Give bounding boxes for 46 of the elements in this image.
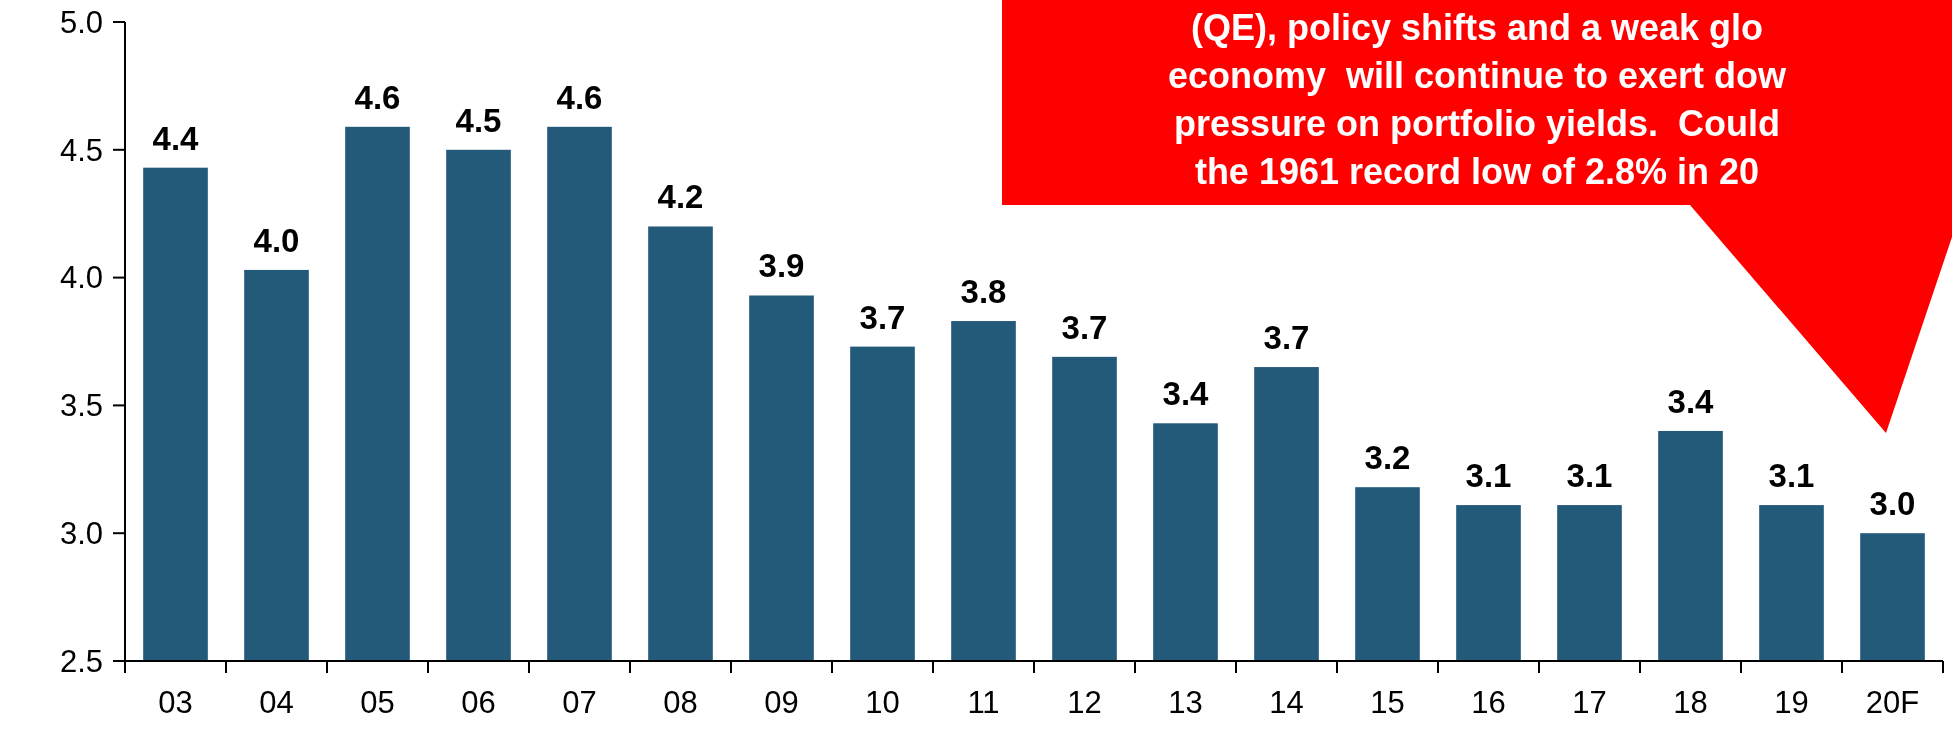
y-tick-label: 3.0	[59, 516, 103, 552]
data-label: 3.8	[960, 273, 1007, 311]
x-tick-label: 13	[1168, 685, 1203, 720]
data-label: 4.4	[152, 119, 200, 157]
data-label: 3.0	[1869, 485, 1916, 523]
x-tick-label: 04	[259, 685, 294, 720]
data-label: 3.7	[859, 298, 906, 336]
annotation: economy will continue to exert dow	[1167, 55, 1788, 96]
x-tick-label: 12	[1067, 685, 1102, 720]
data-label: 4.0	[253, 221, 300, 259]
data-label: 3.7	[1263, 319, 1310, 357]
data-label: 3.4	[1162, 375, 1210, 413]
data-label: 3.9	[758, 247, 805, 285]
x-tick-label: 05	[360, 685, 395, 720]
y-tick-label: 4.0	[59, 260, 103, 296]
data-label: 4.5	[455, 101, 502, 139]
x-tick-label: 20F	[1865, 685, 1920, 720]
x-tick-label: 19	[1774, 685, 1809, 720]
annotation: the 1961 record low of 2.8% in 20	[1194, 151, 1760, 192]
data-label: 3.4	[1667, 382, 1715, 420]
y-tick-label: 5.0	[59, 4, 103, 40]
x-tick-label: 18	[1673, 685, 1708, 720]
y-tick-label: 2.5	[59, 643, 103, 679]
annotation: pressure on portfolio yields. Could	[1173, 103, 1781, 144]
x-tick-label: 16	[1471, 685, 1506, 720]
data-label: 3.2	[1364, 439, 1411, 477]
data-label: 4.6	[354, 78, 401, 116]
x-tick-label: 14	[1269, 685, 1304, 720]
data-label: 4.6	[556, 78, 603, 116]
x-tick-label: 10	[865, 685, 900, 720]
y-tick-label: 4.5	[59, 132, 103, 168]
x-tick-label: 15	[1370, 685, 1405, 720]
x-tick-label: 09	[764, 685, 799, 720]
x-tick-label: 11	[967, 685, 1000, 720]
annotation: (QE), policy shifts and a weak glo	[1190, 7, 1764, 48]
x-tick-label: 17	[1572, 685, 1607, 720]
data-label: 3.7	[1061, 308, 1108, 346]
data-label: 3.1	[1566, 457, 1613, 495]
data-label: 3.1	[1768, 457, 1815, 495]
x-tick-label: 08	[663, 685, 698, 720]
x-tick-label: 06	[461, 685, 496, 720]
x-tick-label: 03	[158, 685, 193, 720]
data-label: 4.2	[657, 178, 704, 216]
y-tick-label: 3.5	[59, 388, 103, 424]
x-tick-label: 07	[562, 685, 597, 720]
data-label: 3.1	[1465, 457, 1512, 495]
